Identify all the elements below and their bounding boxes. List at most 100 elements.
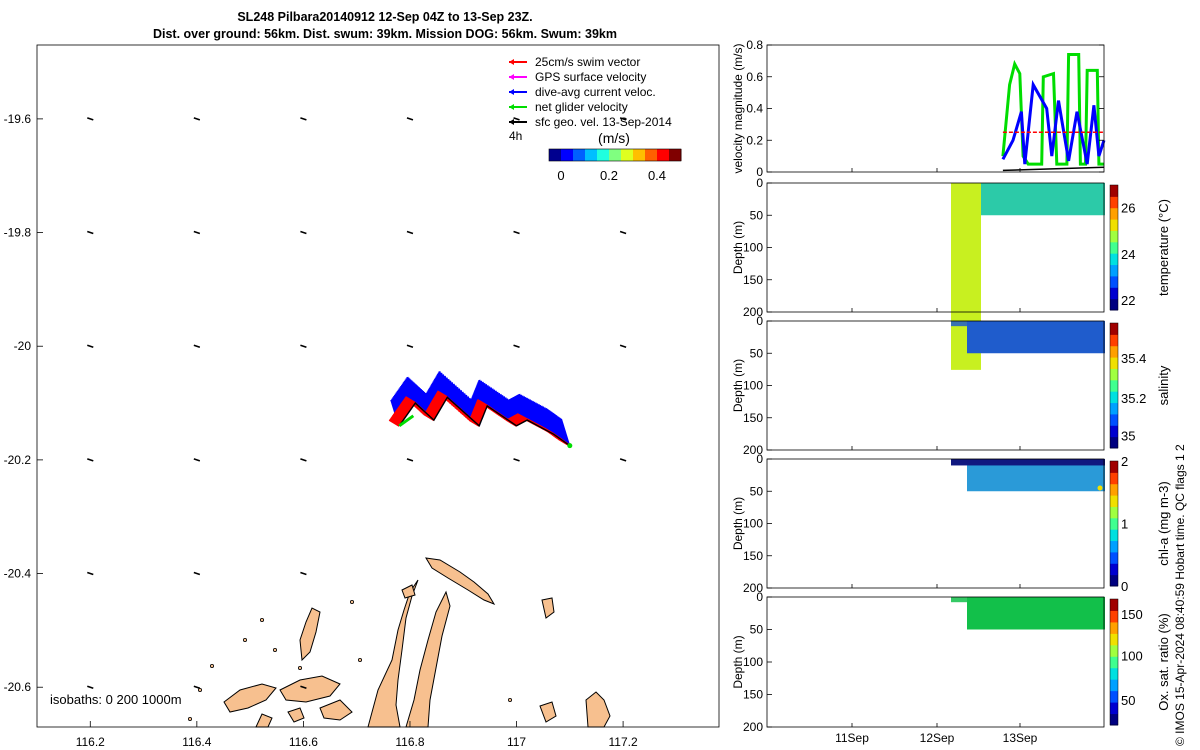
colorbar-tick-label: 0 <box>557 168 564 183</box>
panel-colorbar-swatch <box>1110 461 1118 473</box>
panel-colorbar-swatch <box>1110 633 1118 646</box>
geo-arrow <box>300 571 307 576</box>
swim-vector <box>424 410 436 419</box>
panel-colorbar-swatch <box>1110 298 1118 311</box>
island-2 <box>299 607 321 662</box>
glider-track <box>398 396 571 447</box>
geo-arrow <box>193 571 201 576</box>
panel-y-tick-label: 100 <box>743 655 763 669</box>
geo-arrow <box>406 230 414 235</box>
swim-vector <box>425 409 437 418</box>
current-vector <box>529 400 541 427</box>
panel-colorbar-label: salinity <box>1156 365 1171 405</box>
swim-vector <box>394 411 406 420</box>
panel-y-tick-label: 0.4 <box>746 102 763 116</box>
islet-7 <box>507 698 512 703</box>
legend-arrowhead <box>509 104 514 110</box>
geo-arrow <box>300 117 307 121</box>
current-vector <box>527 398 538 426</box>
island-10 <box>255 713 273 728</box>
current-vector <box>463 393 474 420</box>
panel-colorbar-swatch <box>1110 391 1118 404</box>
colorbar-swatch <box>633 149 646 161</box>
panel-colorbar-swatch <box>1110 563 1118 576</box>
current-vector <box>439 372 451 400</box>
island-1 <box>405 590 451 728</box>
panel-colorbar-frame <box>1109 322 1119 449</box>
colorbar-swatch <box>597 149 610 161</box>
swim-vector <box>432 396 445 405</box>
islet-0 <box>242 638 247 643</box>
current-vector <box>499 393 510 421</box>
current-vector <box>405 377 416 405</box>
current-vector <box>540 405 551 433</box>
swim-vector <box>430 400 442 409</box>
panel-y-tick-label: 100 <box>743 517 763 531</box>
panel-y-tick-label: 0 <box>756 452 763 466</box>
swim-vector <box>471 412 483 421</box>
panel-y-tick-label: 150 <box>743 411 763 425</box>
legend-arrowhead <box>509 59 514 65</box>
panel-y-tick-label: 50 <box>750 346 764 360</box>
panel-colorbar-swatch <box>1110 574 1118 587</box>
swim-vector <box>430 401 442 410</box>
island-12 <box>287 707 305 723</box>
geo-arrow <box>87 571 94 576</box>
geo-arrow <box>513 230 520 235</box>
colorbar-swatch <box>657 149 670 161</box>
geo-arrow <box>513 344 520 348</box>
swim-vector <box>431 399 443 408</box>
panel-colorbar-label: temperature (°C) <box>1156 199 1171 296</box>
panel-y-tick-label: 0.8 <box>746 38 763 52</box>
current-vector <box>541 406 552 434</box>
colorbar-swatch <box>645 149 658 161</box>
panel-y-tick-label: 200 <box>743 581 763 595</box>
swim-vector <box>397 406 409 415</box>
panel-y-tick-label: 150 <box>743 273 763 287</box>
geo-arrow <box>300 458 307 462</box>
current-vector <box>487 386 499 413</box>
island-8 <box>585 691 611 728</box>
geo-arrow <box>619 344 627 348</box>
geo-arrow <box>87 117 94 121</box>
profile-data-field <box>967 597 1105 630</box>
map-x-tick-label: 116.4 <box>182 735 211 749</box>
current-vector <box>454 385 465 412</box>
panel-colorbar-swatch <box>1110 357 1118 369</box>
panel-colorbar-swatch <box>1110 287 1118 300</box>
swim-vector <box>428 404 440 413</box>
panel-colorbar-swatch <box>1110 495 1118 507</box>
current-vector <box>478 379 489 407</box>
swim-vector <box>392 413 404 422</box>
current-vector <box>491 388 502 416</box>
current-vector <box>450 382 461 409</box>
current-vector <box>525 397 536 425</box>
legend-arrowhead <box>509 89 514 95</box>
current-vector <box>484 383 495 411</box>
legend-label: 25cm/s swim vector <box>535 55 640 69</box>
island-3 <box>223 683 277 713</box>
swim-vector <box>396 407 408 416</box>
islet-3 <box>259 618 264 623</box>
map-y-tick-label: -20 <box>14 339 32 353</box>
legend-label: net glider velocity <box>535 100 628 114</box>
swim-vector <box>388 418 400 427</box>
swim-vector <box>394 409 407 418</box>
swim-vector <box>473 407 485 416</box>
current-vector <box>448 380 459 408</box>
current-vector <box>535 403 546 430</box>
geo-velocity-arrows <box>87 117 627 689</box>
panel-y-tick-label: 50 <box>750 484 764 498</box>
geo-arrow <box>193 117 201 121</box>
panel-colorbar-swatch <box>1110 219 1118 231</box>
geo-arrow <box>406 458 414 462</box>
panel-y-label: velocity magnitude (m/s) <box>731 43 745 173</box>
isobaths-label: isobaths: 0 200 1000m <box>50 692 182 707</box>
swim-vector <box>391 415 403 423</box>
island-4 <box>279 675 341 703</box>
swim-vector <box>472 409 484 418</box>
panel-colorbar-tick-label: 26 <box>1121 201 1135 216</box>
panel-y-tick-label: 50 <box>750 208 764 222</box>
profile-data-field <box>967 321 1105 354</box>
